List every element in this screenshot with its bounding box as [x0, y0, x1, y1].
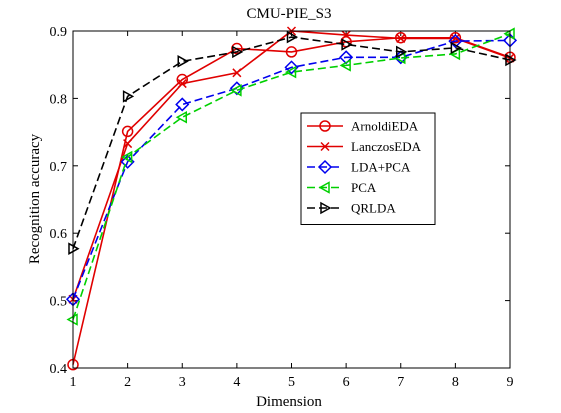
x-tick-label: 5: [288, 375, 295, 390]
legend-label: QRLDA: [351, 201, 396, 216]
y-tick-label: 0.9: [50, 25, 68, 40]
legend-marker: [320, 141, 330, 152]
data-point-lanczoseda: [232, 68, 242, 78]
data-point-arnoldieda: [121, 125, 134, 138]
data-point-lanczoseda: [123, 139, 133, 149]
y-tick-label: 0.4: [50, 362, 68, 377]
data-point-pca: [175, 110, 187, 124]
data-point-lanczoseda: [341, 30, 351, 40]
legend-label: PCA: [351, 180, 377, 195]
data-point-qrlda: [341, 38, 353, 51]
legend-box: [300, 112, 436, 225]
x-tick-label: 8: [452, 375, 459, 390]
x-tick-label: 2: [124, 375, 131, 390]
y-axis-title: Recognition accuracy: [27, 133, 43, 264]
data-point-pca: [230, 84, 242, 97]
x-tick-label: 4: [233, 375, 240, 390]
legend-label: LanczosEDA: [351, 139, 422, 154]
x-tick-label: 3: [179, 375, 186, 390]
data-point-qrlda: [122, 90, 135, 103]
plot-area: [73, 31, 510, 368]
data-point-lanczoseda: [396, 33, 406, 43]
legend-marker: [319, 120, 331, 132]
data-point-lda-pca: [448, 34, 463, 49]
data-point-pca: [339, 59, 351, 72]
data-point-qrlda: [396, 45, 408, 59]
data-point-arnoldieda: [231, 42, 243, 55]
data-point-pca: [121, 150, 133, 164]
legend-label: LDA+PCA: [351, 160, 411, 175]
series-line-qrlda: [72, 36, 511, 249]
y-tick-label: 0.8: [50, 92, 68, 107]
x-tick-label: 1: [70, 375, 77, 390]
data-point-qrlda: [177, 55, 189, 68]
y-tick-label: 0.5: [50, 295, 68, 310]
legend-marker: [318, 181, 330, 194]
data-point-qrlda: [450, 41, 462, 55]
x-tick-label: 6: [343, 375, 350, 390]
series-line-pca: [72, 32, 511, 320]
data-point-arnoldieda: [285, 46, 298, 58]
chart-title: CMU-PIE_S3: [246, 6, 331, 22]
series-line-lda-pca: [72, 39, 511, 300]
data-point-qrlda: [232, 45, 244, 59]
legend-marker: [320, 201, 332, 215]
legend-label: ArnoldiEDA: [351, 119, 419, 134]
data-point-pca: [284, 65, 297, 79]
y-tick-label: 0.7: [50, 160, 68, 175]
data-point-lda-pca: [175, 97, 190, 112]
x-tick-label: 9: [507, 375, 514, 390]
y-tick-label: 0.6: [50, 227, 68, 242]
data-point-lda-pca: [284, 60, 299, 75]
series-qrlda: [68, 30, 517, 255]
legend-marker: [317, 159, 333, 175]
plot-frame: [72, 30, 511, 369]
data-point-qrlda: [286, 30, 299, 44]
x-axis-title: Dimension: [256, 394, 322, 410]
legend: ArnoldiEDA LanczosEDA LDA+PCA PCA QRLDA: [300, 112, 436, 225]
data-point-lanczoseda: [177, 79, 187, 89]
x-tick-label: 7: [397, 375, 404, 390]
